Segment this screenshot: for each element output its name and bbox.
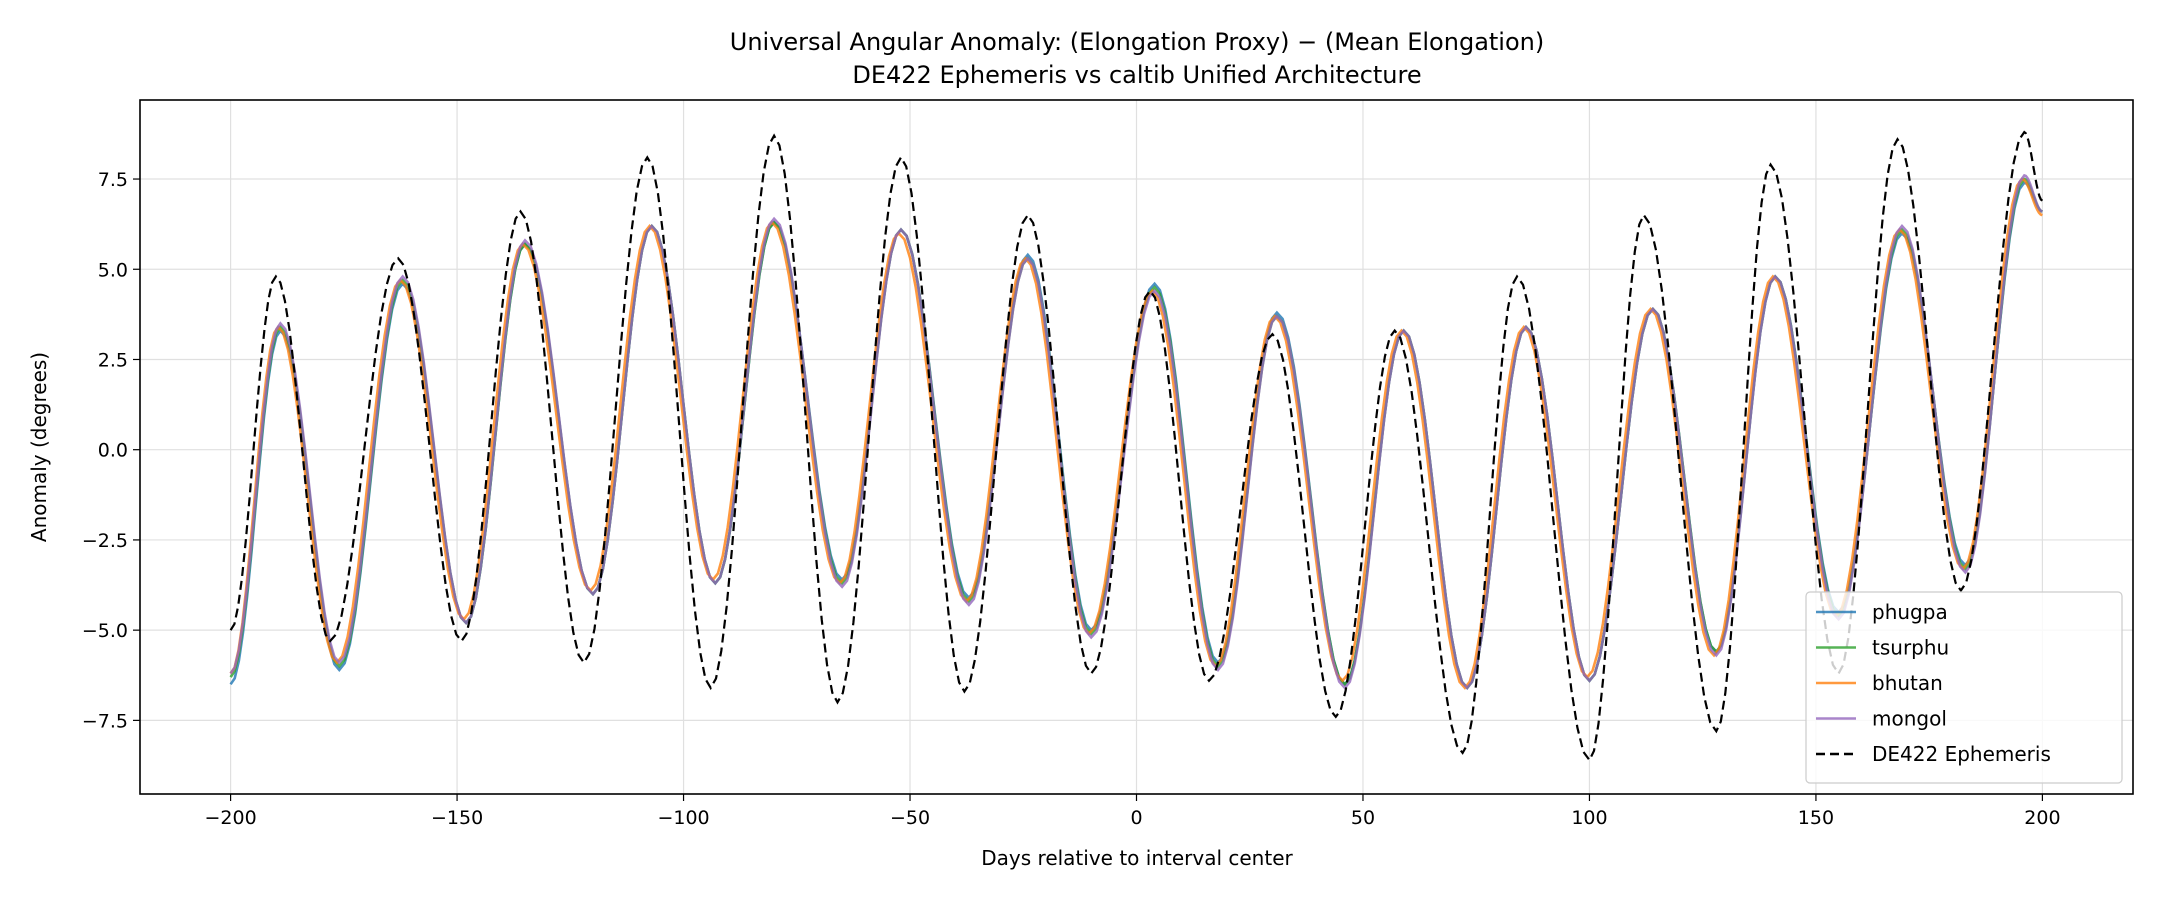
x-tick-label: 150: [1798, 807, 1834, 829]
x-tick-label: −50: [890, 807, 930, 829]
chart-subtitle: DE422 Ephemeris vs caltib Unified Archit…: [852, 61, 1421, 89]
x-tick-label: −150: [431, 807, 483, 829]
y-tick-label: −2.5: [82, 530, 128, 552]
y-tick-label: 5.0: [98, 259, 128, 281]
y-tick-label: −5.0: [82, 620, 128, 642]
chart-title: Universal Angular Anomaly: (Elongation P…: [730, 28, 1544, 56]
legend-label: mongol: [1872, 707, 1947, 731]
y-tick-label: −7.5: [82, 710, 128, 732]
series-line-de422-ephemeris: [229, 130, 2044, 763]
x-axis-label: Days relative to interval center: [981, 846, 1293, 870]
y-tick-label: 2.5: [98, 349, 128, 371]
legend: phugpa tsurphu bhutan mongol DE422 Ephemeris: [1805, 591, 2123, 784]
legend-label: DE422 Ephemeris: [1872, 742, 2051, 766]
legend-label: phugpa: [1872, 600, 1948, 624]
x-tick-label: −200: [204, 807, 256, 829]
series-line-mongol: [229, 173, 2043, 690]
x-axis: −200 −150 −100 −50 0 50 100 150 200: [204, 794, 2061, 829]
y-axis: −7.5 −5.0 −2.5 0.0 2.5 5.0 7.5: [82, 169, 140, 732]
x-tick-label: 200: [2024, 807, 2060, 829]
legend-label: bhutan: [1872, 671, 1943, 695]
legend-box: [1805, 591, 2123, 784]
x-tick-label: −100: [657, 807, 709, 829]
x-tick-label: 50: [1351, 807, 1375, 829]
y-tick-label: 0.0: [98, 440, 128, 462]
y-tick-label: 7.5: [98, 169, 128, 191]
x-tick-label: 100: [1571, 807, 1607, 829]
y-axis-label: Anomaly (degrees): [27, 352, 51, 542]
plot-area: [229, 130, 2044, 763]
legend-label: tsurphu: [1872, 636, 1949, 660]
x-tick-label: 0: [1130, 807, 1142, 829]
